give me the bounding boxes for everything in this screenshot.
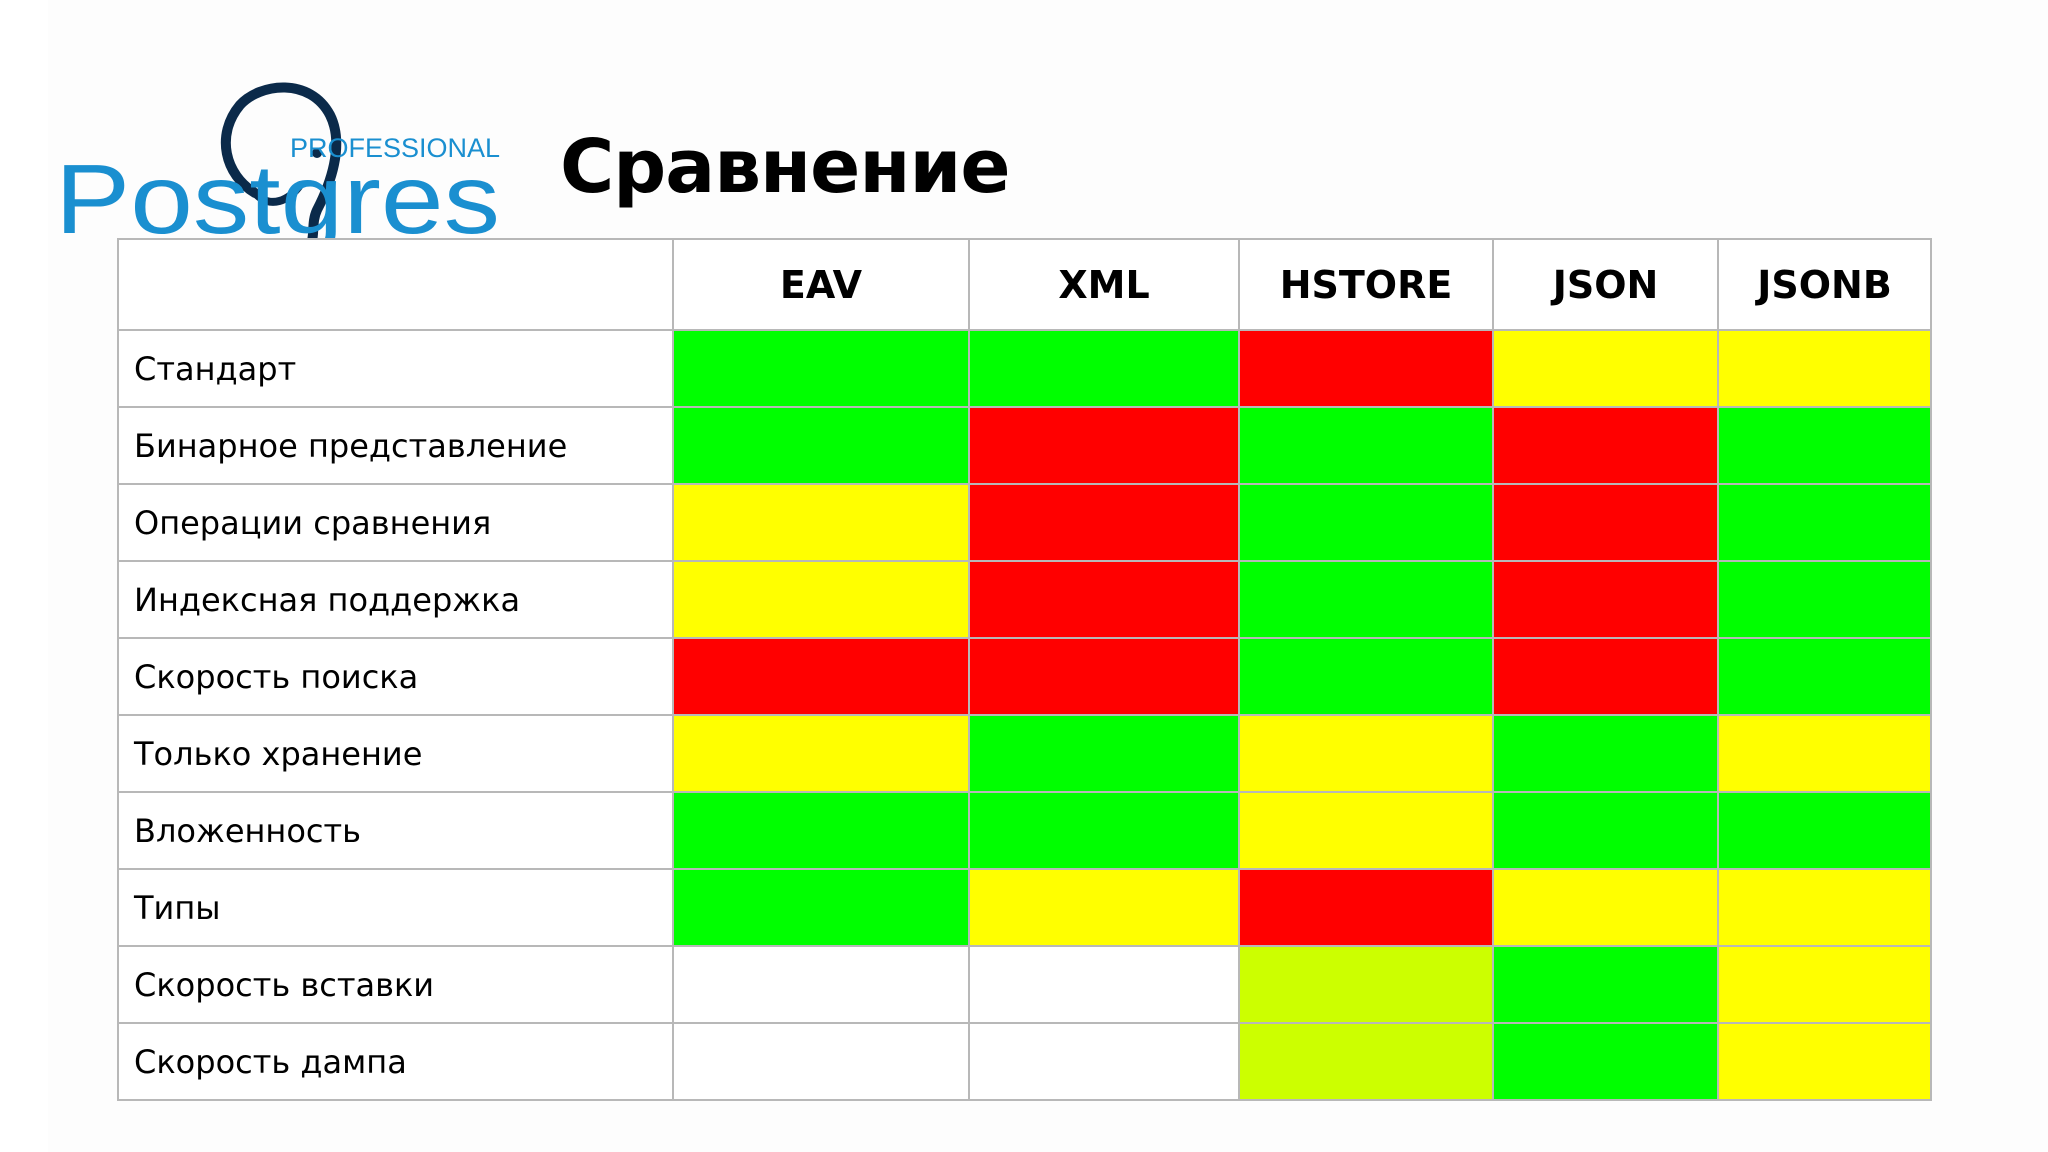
rating-cell	[1492, 945, 1719, 1024]
table-row: Скорость дампа	[117, 1022, 1932, 1101]
rating-cell	[968, 791, 1240, 870]
header-row: EAV XML HSTORE JSON JSONB	[117, 238, 1932, 331]
rating-cell	[1492, 560, 1719, 639]
logo-brand: Postgres	[55, 144, 500, 254]
column-header: XML	[968, 238, 1240, 331]
rating-cell	[968, 406, 1240, 485]
rating-cell	[1717, 483, 1932, 562]
rating-cell	[1492, 406, 1719, 485]
table-row: Скорость поиска	[117, 637, 1932, 716]
column-header: JSONB	[1717, 238, 1932, 331]
rating-cell	[1492, 1022, 1719, 1101]
table-row: Индексная поддержка	[117, 560, 1932, 639]
rating-cell	[1492, 483, 1719, 562]
elephant-logo-icon: PROFESSIONAL Postgres	[55, 82, 500, 261]
rating-cell	[1238, 329, 1494, 408]
rating-cell	[1717, 945, 1932, 1024]
rating-cell	[1238, 406, 1494, 485]
rating-cell	[1238, 868, 1494, 947]
row-label: Только хранение	[117, 714, 674, 793]
column-header: EAV	[672, 238, 970, 331]
logo-tagline: PROFESSIONAL	[290, 133, 500, 163]
column-header: JSON	[1492, 238, 1719, 331]
rating-cell	[672, 406, 970, 485]
rating-cell	[968, 483, 1240, 562]
rating-cell	[672, 637, 970, 716]
rating-cell	[1238, 560, 1494, 639]
rating-cell	[672, 560, 970, 639]
rating-cell	[968, 560, 1240, 639]
rating-cell	[1717, 406, 1932, 485]
page-title: Сравнение	[560, 124, 1011, 210]
table-row: Бинарное представление	[117, 406, 1932, 485]
table-row: Скорость вставки	[117, 945, 1932, 1024]
rating-cell	[672, 945, 970, 1024]
rating-cell	[1238, 1022, 1494, 1101]
row-label: Скорость дампа	[117, 1022, 674, 1101]
table-row: Стандарт	[117, 329, 1932, 408]
rating-cell	[968, 329, 1240, 408]
rating-cell	[968, 637, 1240, 716]
rating-cell	[1492, 329, 1719, 408]
postgres-professional-logo: PROFESSIONAL Postgres	[55, 75, 505, 265]
rating-cell	[1238, 945, 1494, 1024]
rating-cell	[1238, 637, 1494, 716]
rating-cell	[672, 868, 970, 947]
rating-cell	[1717, 791, 1932, 870]
table-row: Операции сравнения	[117, 483, 1932, 562]
table-row: Типы	[117, 868, 1932, 947]
rating-cell	[672, 791, 970, 870]
table-row: Только хранение	[117, 714, 1932, 793]
column-header: HSTORE	[1238, 238, 1494, 331]
rating-cell	[1717, 868, 1932, 947]
comparison-table: EAV XML HSTORE JSON JSONB Стандарт Бинар…	[117, 238, 1932, 1101]
rating-cell	[1492, 637, 1719, 716]
row-label: Скорость вставки	[117, 945, 674, 1024]
row-label: Бинарное представление	[117, 406, 674, 485]
rating-cell	[1238, 791, 1494, 870]
rating-cell	[968, 945, 1240, 1024]
rating-cell	[1717, 637, 1932, 716]
rating-cell	[672, 329, 970, 408]
row-label: Скорость поиска	[117, 637, 674, 716]
table-row: Вложенность	[117, 791, 1932, 870]
rating-cell	[1717, 714, 1932, 793]
rating-cell	[968, 1022, 1240, 1101]
rating-cell	[968, 714, 1240, 793]
rating-cell	[1492, 714, 1719, 793]
rating-cell	[1238, 714, 1494, 793]
rating-cell	[672, 483, 970, 562]
rating-cell	[1717, 329, 1932, 408]
rating-cell	[1717, 1022, 1932, 1101]
row-label: Индексная поддержка	[117, 560, 674, 639]
rating-cell	[672, 714, 970, 793]
rating-cell	[1717, 560, 1932, 639]
row-label: Вложенность	[117, 791, 674, 870]
corner-cell	[117, 238, 674, 331]
rating-cell	[672, 1022, 970, 1101]
rating-cell	[1238, 483, 1494, 562]
rating-cell	[1492, 868, 1719, 947]
row-label: Стандарт	[117, 329, 674, 408]
row-label: Типы	[117, 868, 674, 947]
row-label: Операции сравнения	[117, 483, 674, 562]
rating-cell	[1492, 791, 1719, 870]
rating-cell	[968, 868, 1240, 947]
